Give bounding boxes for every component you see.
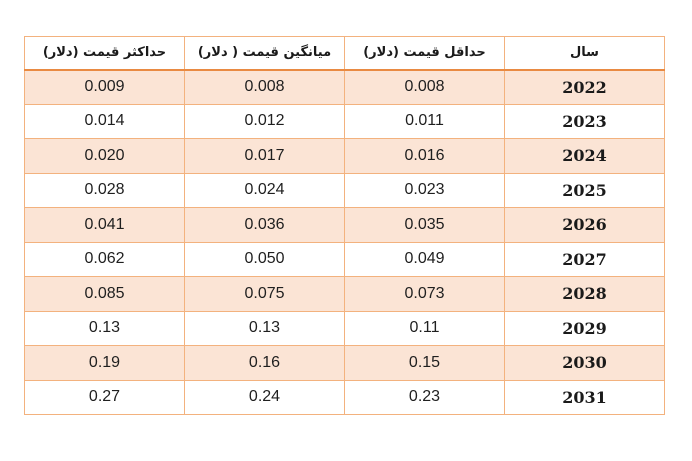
year-cell: 2029 <box>504 310 665 346</box>
year-cell: 2024 <box>504 138 665 174</box>
table-header-row: حداکثر قیمت (دلار) میانگین قیمت ( دلار) … <box>24 36 665 71</box>
min-price-cell: 0.11 <box>344 310 505 346</box>
avg-price-cell: 0.036 <box>184 207 345 243</box>
min-price-cell: 0.15 <box>344 345 505 381</box>
min-price-cell: 0.049 <box>344 241 505 277</box>
min-price-cell: 0.23 <box>344 379 505 415</box>
min-price-cell: 0.011 <box>344 103 505 139</box>
table-row: 0.014 0.012 0.011 2023 <box>24 103 665 139</box>
table-row: 0.27 0.24 0.23 2031 <box>24 379 665 415</box>
max-price-cell: 0.020 <box>24 138 185 174</box>
table-row: 0.19 0.16 0.15 2030 <box>24 345 665 381</box>
year-cell: 2025 <box>504 172 665 208</box>
min-price-cell: 0.008 <box>344 69 505 105</box>
avg-price-cell: 0.050 <box>184 241 345 277</box>
table-row: 0.028 0.024 0.023 2025 <box>24 172 665 208</box>
max-price-cell: 0.19 <box>24 345 185 381</box>
avg-price-cell: 0.012 <box>184 103 345 139</box>
year-cell: 2031 <box>504 379 665 415</box>
year-cell: 2030 <box>504 345 665 381</box>
avg-price-cell: 0.008 <box>184 69 345 105</box>
header-max-price: حداکثر قیمت (دلار) <box>24 36 185 71</box>
table-row: 0.041 0.036 0.035 2026 <box>24 207 665 243</box>
table-row: 0.009 0.008 0.008 2022 <box>24 69 665 105</box>
max-price-cell: 0.041 <box>24 207 185 243</box>
header-min-price: حداقل قیمت (دلار) <box>344 36 505 71</box>
header-year: سال <box>504 36 665 71</box>
avg-price-cell: 0.024 <box>184 172 345 208</box>
avg-price-cell: 0.13 <box>184 310 345 346</box>
table-row: 0.062 0.050 0.049 2027 <box>24 241 665 277</box>
max-price-cell: 0.27 <box>24 379 185 415</box>
min-price-cell: 0.073 <box>344 276 505 312</box>
avg-price-cell: 0.16 <box>184 345 345 381</box>
year-cell: 2027 <box>504 241 665 277</box>
min-price-cell: 0.016 <box>344 138 505 174</box>
max-price-cell: 0.13 <box>24 310 185 346</box>
min-price-cell: 0.023 <box>344 172 505 208</box>
min-price-cell: 0.035 <box>344 207 505 243</box>
table-row: 0.020 0.017 0.016 2024 <box>24 138 665 174</box>
max-price-cell: 0.085 <box>24 276 185 312</box>
avg-price-cell: 0.24 <box>184 379 345 415</box>
avg-price-cell: 0.075 <box>184 276 345 312</box>
max-price-cell: 0.009 <box>24 69 185 105</box>
max-price-cell: 0.014 <box>24 103 185 139</box>
max-price-cell: 0.028 <box>24 172 185 208</box>
table-row: 0.085 0.075 0.073 2028 <box>24 276 665 312</box>
header-avg-price: میانگین قیمت ( دلار) <box>184 36 345 71</box>
year-cell: 2023 <box>504 103 665 139</box>
max-price-cell: 0.062 <box>24 241 185 277</box>
avg-price-cell: 0.017 <box>184 138 345 174</box>
year-cell: 2028 <box>504 276 665 312</box>
year-cell: 2026 <box>504 207 665 243</box>
table-row: 0.13 0.13 0.11 2029 <box>24 310 665 346</box>
price-prediction-table: حداکثر قیمت (دلار) میانگین قیمت ( دلار) … <box>24 36 665 415</box>
year-cell: 2022 <box>504 69 665 105</box>
